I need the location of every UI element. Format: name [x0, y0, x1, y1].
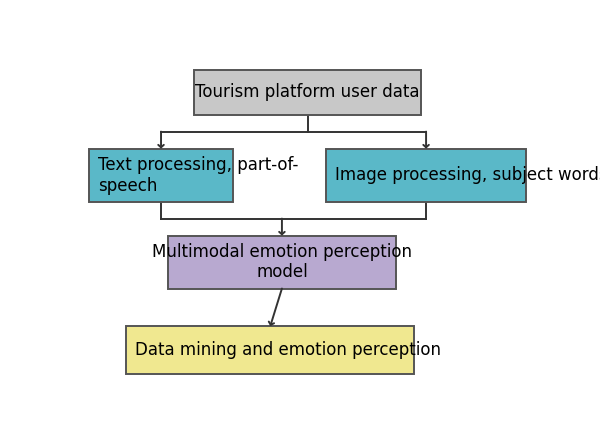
Text: Multimodal emotion perception
model: Multimodal emotion perception model	[152, 243, 412, 281]
Text: Tourism platform user data: Tourism platform user data	[195, 83, 420, 101]
Text: Text processing, part-of-
speech: Text processing, part-of- speech	[98, 155, 299, 194]
FancyBboxPatch shape	[326, 149, 526, 202]
FancyBboxPatch shape	[168, 236, 396, 288]
Text: Data mining and emotion perception: Data mining and emotion perception	[136, 341, 442, 359]
Text: Image processing, subject words: Image processing, subject words	[335, 166, 600, 184]
FancyBboxPatch shape	[89, 149, 233, 202]
FancyBboxPatch shape	[126, 326, 415, 374]
FancyBboxPatch shape	[194, 70, 421, 115]
